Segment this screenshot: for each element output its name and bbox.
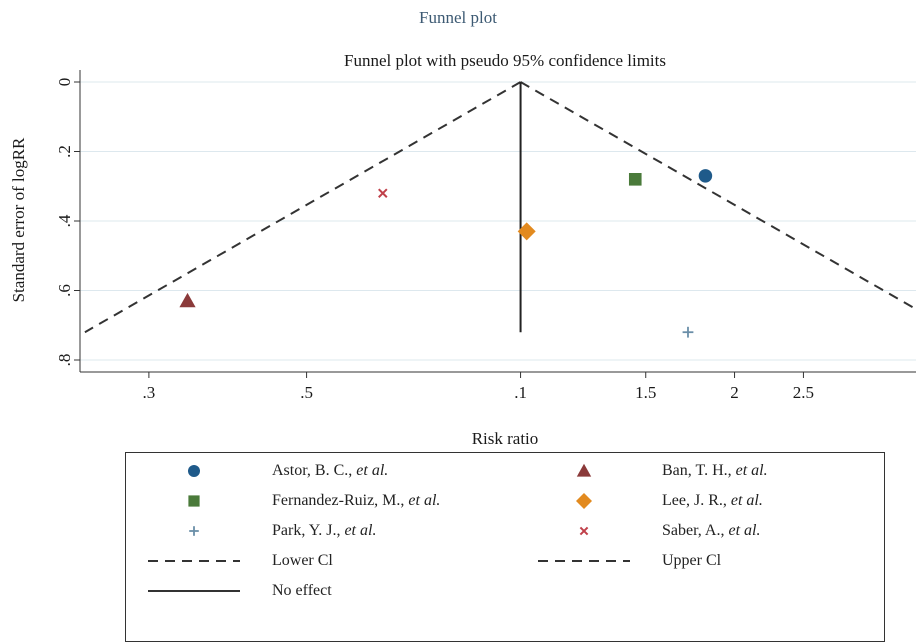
- legend-label: Saber, A., et al.: [662, 522, 760, 540]
- x-tick-label: .1: [514, 383, 527, 402]
- legend-label: Astor, B. C., et al.: [272, 462, 388, 480]
- legend-marker-plus: [189, 526, 199, 536]
- legend-etal: et al.: [731, 492, 763, 509]
- legend-symbol: [146, 517, 242, 545]
- y-axis-label: Standard error of logRR: [9, 137, 28, 302]
- legend-symbol: [146, 457, 242, 485]
- funnel-plot: 0 .2 .4 .6 .8 .3 .5 .1 1.5 2 2.5 Funnel plot with …: [0, 0, 916, 450]
- legend-item: Park, Y. J., et al.: [146, 517, 376, 545]
- legend-label: Lee, J. R., et al.: [662, 492, 763, 510]
- y-tick-label: 0: [55, 78, 74, 87]
- x-tick-label: .5: [300, 383, 313, 402]
- legend-item: Lower Cl: [146, 547, 333, 575]
- x-tick-label: 2: [730, 383, 739, 402]
- data-point-circle: [699, 169, 713, 183]
- legend-label: No effect: [272, 582, 332, 600]
- legend-item: No effect: [146, 577, 332, 605]
- legend-item: Saber, A., et al.: [536, 517, 760, 545]
- legend-name: Park, Y. J.,: [272, 522, 340, 539]
- legend-label: Fernandez-Ruiz, M., et al.: [272, 492, 440, 510]
- lower-ci-line: [85, 82, 521, 332]
- data-point-square: [629, 173, 642, 186]
- legend-name: No effect: [272, 582, 332, 599]
- grid-lines: [80, 82, 916, 360]
- legend-name: Saber, A.,: [662, 522, 724, 539]
- legend-symbol: [146, 547, 242, 575]
- x-tick-label: .3: [143, 383, 156, 402]
- legend-symbol: [536, 517, 632, 545]
- legend-symbol: [536, 487, 632, 515]
- legend: Astor, B. C., et al. Ban, T. H., et al. Fe…: [125, 452, 885, 642]
- legend-label: Upper Cl: [662, 552, 721, 570]
- y-tick-label: .4: [55, 214, 74, 227]
- y-tick-label: .6: [55, 284, 74, 297]
- legend-name: Ban, T. H.,: [662, 462, 732, 479]
- legend-name: Lee, J. R.,: [662, 492, 727, 509]
- chart-title: Funnel plot with pseudo 95% confidence l…: [344, 51, 666, 70]
- legend-item: Lee, J. R., et al.: [536, 487, 763, 515]
- legend-label: Lower Cl: [272, 552, 333, 570]
- legend-marker-x: [580, 527, 587, 534]
- legend-marker-diamond: [576, 493, 592, 509]
- data-point-plus: [683, 327, 694, 338]
- legend-name: Upper Cl: [662, 552, 721, 569]
- legend-etal: et al.: [408, 492, 440, 509]
- upper-ci-line: [521, 82, 916, 332]
- legend-label: Ban, T. H., et al.: [662, 462, 768, 480]
- legend-item: Fernandez-Ruiz, M., et al.: [146, 487, 440, 515]
- legend-item: Astor, B. C., et al.: [146, 457, 388, 485]
- funnel-lines: [85, 82, 916, 332]
- legend-symbol: [146, 577, 242, 605]
- legend-symbol: [146, 487, 242, 515]
- y-tick-label: .8: [55, 354, 74, 367]
- legend-marker-square: [188, 495, 199, 506]
- legend-etal: et al.: [356, 462, 388, 479]
- legend-symbol: [536, 457, 632, 485]
- legend-marker-circle: [188, 465, 200, 477]
- data-point-triangle: [179, 293, 195, 307]
- legend-marker-triangle: [577, 464, 591, 477]
- y-tick-label: .2: [55, 145, 74, 158]
- legend-item: Upper Cl: [536, 547, 721, 575]
- legend-name: Lower Cl: [272, 552, 333, 569]
- legend-etal: et al.: [344, 522, 376, 539]
- legend-item: Ban, T. H., et al.: [536, 457, 768, 485]
- data-points: [179, 169, 712, 338]
- legend-etal: et al.: [728, 522, 760, 539]
- x-tick-label: 1.5: [635, 383, 656, 402]
- x-axis-label: Risk ratio: [472, 429, 539, 448]
- legend-symbol: [536, 547, 632, 575]
- data-point-x: [379, 189, 387, 197]
- legend-name: Fernandez-Ruiz, M.,: [272, 492, 404, 509]
- legend-etal: et al.: [736, 462, 768, 479]
- x-tick-label: 2.5: [793, 383, 814, 402]
- legend-label: Park, Y. J., et al.: [272, 522, 376, 540]
- legend-name: Astor, B. C.,: [272, 462, 352, 479]
